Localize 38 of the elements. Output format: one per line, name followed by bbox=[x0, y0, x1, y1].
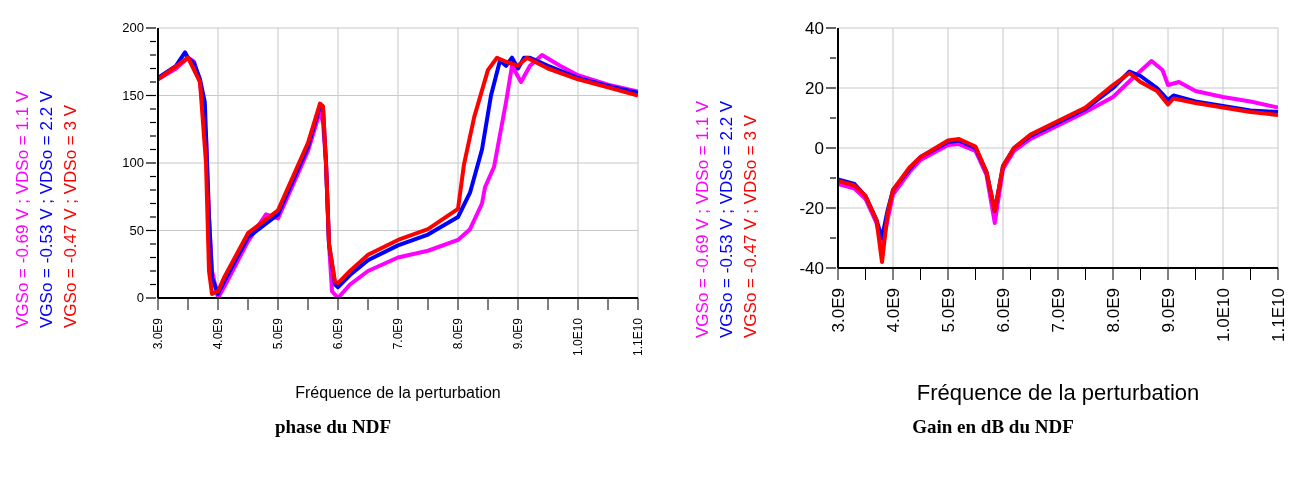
x-tick-label: 7.0E9 bbox=[391, 317, 405, 350]
x-tick-label: 4.0E9 bbox=[883, 288, 903, 333]
x-tick-label: 3.0E9 bbox=[151, 317, 165, 350]
y-tick-label: 150 bbox=[122, 87, 144, 103]
y-tick-label: 0 bbox=[814, 138, 824, 158]
x-tick-label: 9.0E9 bbox=[1158, 288, 1178, 333]
x-tick-label: 6.0E9 bbox=[993, 288, 1013, 333]
y-tick-label: 0 bbox=[136, 290, 144, 305]
text: VGSo = -0.53 V ; VDSo = 2.2 V bbox=[717, 100, 736, 338]
text: VGSo = -0.69 V ; VDSo = 1.1 V bbox=[13, 90, 32, 328]
x-tick-label: 8.0E9 bbox=[1103, 288, 1123, 333]
x-tick-label: 1.1E10 bbox=[631, 317, 645, 357]
x-tick-label: 8.0E9 bbox=[451, 317, 465, 350]
x-tick-label: 1.0E10 bbox=[571, 317, 585, 357]
y-tick-label: 100 bbox=[122, 155, 144, 170]
x-axis-title: Fréquence de la perturbation bbox=[916, 380, 1200, 405]
x-axis-title: Fréquence de la perturbation bbox=[295, 384, 501, 401]
x-tick-label: 1.1E10 bbox=[1268, 288, 1288, 342]
x-tick-label: 9.0E9 bbox=[511, 317, 525, 350]
text: Gain en dB du NDF bbox=[912, 416, 1074, 438]
text: VGSo = -0.69 V ; VDSo = 1.1 V bbox=[693, 100, 712, 338]
y-tick-label: 40 bbox=[805, 18, 824, 38]
x-tick-label: 3.0E9 bbox=[828, 288, 848, 333]
text: phase du NDF bbox=[274, 416, 392, 438]
y-tick-label: -40 bbox=[799, 258, 824, 278]
y-tick-label: -20 bbox=[799, 198, 824, 218]
x-tick-label: 1.0E10 bbox=[1213, 288, 1233, 342]
text: VGSo = -0.47 V ; VDSo = 3 V bbox=[61, 104, 80, 328]
x-tick-label: 6.0E9 bbox=[331, 317, 345, 350]
text: VGSo = -0.47 V ; VDSo = 3 V bbox=[741, 114, 760, 338]
y-tick-label: 200 bbox=[122, 20, 144, 35]
y-tick-label: 50 bbox=[129, 222, 144, 238]
y-tick-label: 20 bbox=[805, 78, 824, 98]
x-tick-label: 7.0E9 bbox=[1048, 288, 1068, 333]
x-tick-label: 5.0E9 bbox=[938, 288, 958, 333]
x-tick-label: 4.0E9 bbox=[211, 317, 225, 350]
x-tick-label: 5.0E9 bbox=[271, 317, 285, 350]
text: VGSo = -0.53 V ; VDSo = 2.2 V bbox=[37, 90, 56, 328]
